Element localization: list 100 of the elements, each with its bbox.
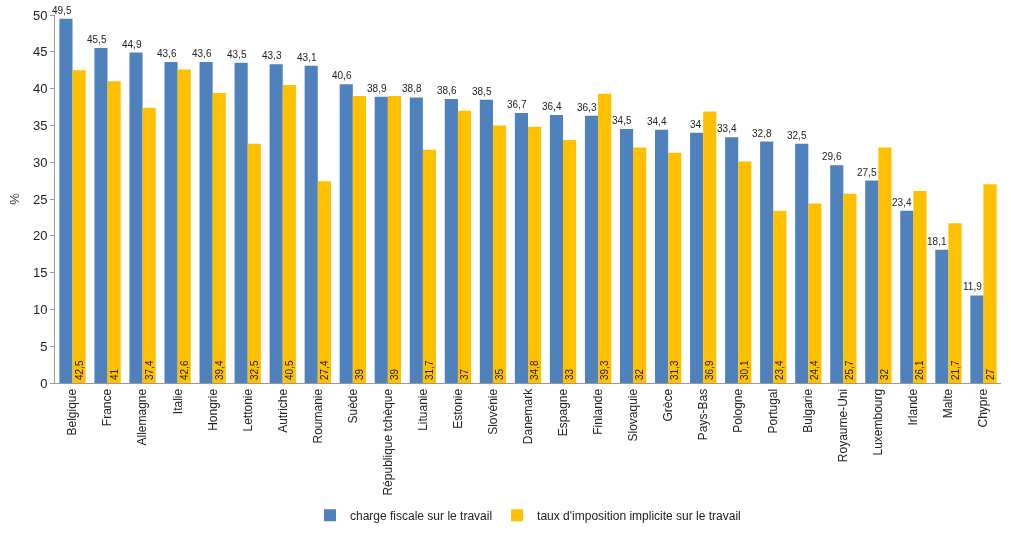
- y-tick-label: 35: [32, 117, 48, 133]
- bar: [808, 203, 822, 383]
- x-tick-label: Estonie: [450, 388, 465, 429]
- data-label: 27,5: [857, 167, 877, 178]
- legend-label: charge fiscale sur le travail: [350, 508, 493, 523]
- bar: [703, 111, 717, 383]
- bar: [738, 161, 752, 383]
- x-tick-label: Irlande: [906, 388, 921, 426]
- x-tick-label: Pologne: [731, 388, 746, 433]
- y-tick-label: 45: [32, 44, 48, 60]
- y-tick-label: 5: [40, 338, 48, 354]
- bar: [983, 184, 997, 383]
- data-label: 34,4: [647, 116, 667, 127]
- data-label: 32: [879, 368, 891, 380]
- data-label: 21,7: [949, 360, 961, 380]
- data-label: 34,5: [612, 115, 632, 126]
- data-label: 37,4: [143, 360, 155, 380]
- bar: [760, 141, 774, 383]
- data-label: 44,9: [122, 39, 142, 50]
- data-label: 11,9: [963, 281, 983, 292]
- data-label: 42,5: [73, 360, 85, 380]
- data-label: 49,5: [52, 5, 72, 16]
- data-label: 23,4: [892, 197, 912, 208]
- y-tick-label: 40: [32, 81, 48, 97]
- bar: [142, 107, 156, 383]
- data-label: 34,8: [529, 360, 541, 380]
- bar: [317, 181, 331, 383]
- bar: [913, 190, 927, 383]
- bar: [457, 110, 472, 383]
- data-label: 39: [353, 368, 365, 380]
- bar: [164, 62, 178, 383]
- bar: [948, 223, 962, 383]
- data-label: 34: [690, 119, 702, 130]
- x-tick-label: Finlande: [590, 388, 605, 435]
- bar: [177, 69, 191, 383]
- bar: [304, 65, 318, 383]
- data-label: 41: [108, 368, 120, 380]
- data-label: 38,5: [472, 86, 492, 97]
- bar: [843, 193, 857, 383]
- y-tick-label: 15: [32, 265, 48, 281]
- data-label: 40,6: [332, 70, 352, 81]
- bar: [655, 129, 669, 383]
- y-axis-title: %: [7, 192, 22, 205]
- x-tick-label: Slovénie: [485, 388, 500, 435]
- data-label: 32,5: [248, 360, 260, 380]
- x-tick-label: Pays-Bas: [696, 388, 711, 441]
- bar: [374, 96, 388, 383]
- data-label: 38,8: [402, 83, 422, 94]
- data-label: 27: [984, 368, 996, 380]
- data-label: 39: [388, 368, 400, 380]
- x-tick-label: Suède: [345, 388, 360, 424]
- data-label: 24,4: [809, 360, 821, 380]
- bar: [795, 143, 809, 383]
- x-tick-label: Italie: [170, 388, 185, 415]
- data-label: 39,4: [213, 360, 225, 380]
- data-label: 30,1: [739, 360, 751, 380]
- bar: [549, 115, 564, 383]
- bar: [422, 149, 437, 383]
- data-label: 32,5: [787, 130, 807, 141]
- bar: [865, 180, 879, 383]
- data-label: 31,7: [423, 360, 435, 380]
- x-tick-label: Roumanie: [310, 388, 325, 444]
- bar: [830, 165, 844, 383]
- bar: [234, 62, 248, 383]
- x-tick-label: Autriche: [275, 388, 290, 433]
- bar: [492, 125, 507, 383]
- data-label: 38,6: [437, 85, 457, 96]
- bar: [212, 93, 226, 383]
- bar: [690, 132, 704, 383]
- data-label: 35: [494, 368, 506, 380]
- data-label: 43,6: [192, 48, 212, 59]
- bar: [444, 98, 458, 383]
- data-label: 26,1: [914, 360, 926, 380]
- data-label: 32: [634, 368, 646, 380]
- data-label: 32,8: [752, 128, 772, 139]
- y-tick-label: 20: [32, 228, 48, 244]
- data-label: 25,7: [844, 360, 856, 380]
- x-tick-label: Slovaquie: [626, 388, 641, 442]
- bar: [514, 112, 528, 383]
- y-tick-label: 25: [32, 191, 48, 207]
- bar: [409, 97, 423, 383]
- bar: [773, 210, 787, 383]
- bar: [935, 249, 949, 383]
- bar: [528, 126, 542, 383]
- data-label: 23,4: [774, 360, 786, 380]
- x-tick-label: Portugal: [766, 388, 781, 434]
- data-label: 36,7: [507, 99, 527, 110]
- bar: [59, 18, 73, 383]
- data-label: 31,3: [669, 360, 681, 380]
- x-tick-label: Lituanie: [415, 388, 430, 431]
- data-label: 33: [564, 368, 576, 380]
- x-tick-label: République tchèque: [380, 388, 395, 496]
- bar: [282, 84, 296, 383]
- bar: [970, 295, 984, 383]
- bar: [479, 99, 493, 383]
- x-tick-label: Grèce: [661, 388, 676, 422]
- bar: [352, 95, 366, 383]
- bar: [247, 143, 261, 383]
- bar: [94, 48, 108, 383]
- bar: [563, 140, 577, 383]
